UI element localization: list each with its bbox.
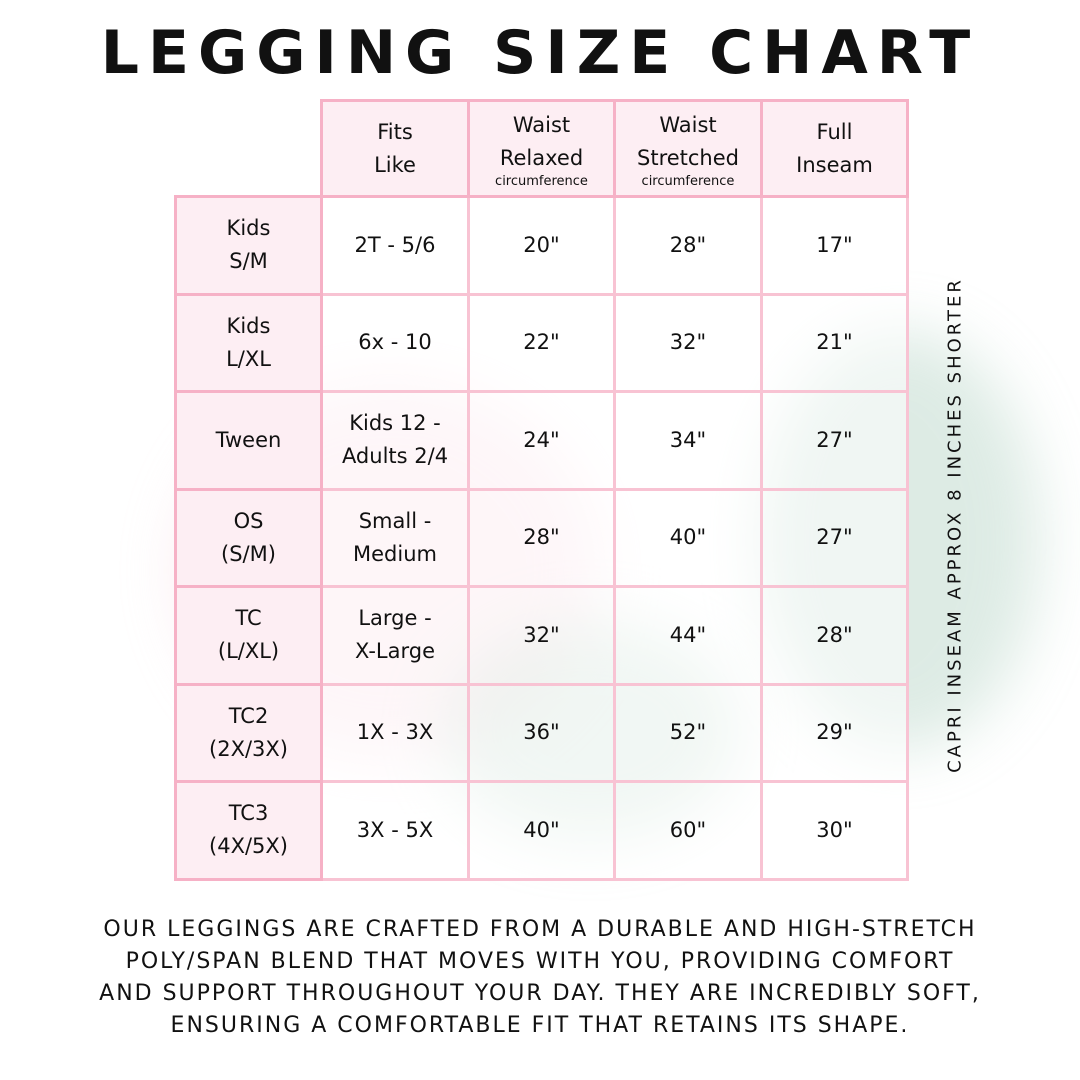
fits-like-cell: Small - Medium [320, 487, 470, 588]
relaxed-cell: 28" [467, 487, 616, 588]
inseam-cell: 17" [760, 195, 909, 296]
relaxed-cell: 40" [467, 780, 616, 881]
stretched-cell: 32" [613, 292, 763, 393]
fits-like-text: Kids 12 - [349, 411, 441, 436]
fits-like-text: Small - [358, 508, 432, 533]
fits-like-cell: 3X - 5X [320, 780, 470, 881]
page-title: LEGGING SIZE CHART [100, 18, 980, 88]
header-text: Inseam [796, 152, 873, 177]
table-row: Kids S/M 2T - 5/6 20" 28" 17" [174, 195, 909, 296]
inseam-cell: 30" [760, 780, 909, 881]
fits-like-cell: Kids 12 - Adults 2/4 [320, 390, 470, 491]
inseam-cell: 27" [760, 487, 909, 588]
table-row: TC3 (4X/5X) 3X - 5X 40" 60" 30" [174, 780, 909, 881]
fits-like-text: 3X - 5X [356, 817, 434, 842]
header-subtext: circumference [495, 173, 588, 189]
column-header: Full Inseam [760, 99, 909, 198]
size-label: TC2 (2X/3X) [174, 682, 323, 783]
size-label-text: OS [233, 508, 264, 533]
relaxed-cell: 22" [467, 292, 616, 393]
fits-like-text: Adults 2/4 [341, 444, 449, 469]
table-row: TC (L/XL) Large - X-Large 32" 44" 28" [174, 585, 909, 686]
stretched-cell: 52" [613, 682, 763, 783]
table-row: Kids L/XL 6x - 10 22" 32" 21" [174, 292, 909, 393]
size-label-text: (2X/3X) [209, 736, 288, 761]
relaxed-cell: 36" [467, 682, 616, 783]
column-header: Waist Stretched circumference [613, 99, 763, 198]
fits-like-cell: 1X - 3X [320, 682, 470, 783]
fits-like-text: Medium [353, 541, 437, 566]
description-line: POLY/SPAN BLEND THAT MOVES WITH YOU, PRO… [125, 949, 955, 974]
size-label-text: S/M [229, 249, 268, 274]
size-label-text: Kids [226, 216, 271, 241]
size-label-text: (4X/5X) [209, 834, 288, 859]
stretched-cell: 34" [613, 390, 763, 491]
fits-like-cell: Large - X-Large [320, 585, 470, 686]
size-label: OS (S/M) [174, 487, 323, 588]
stretched-cell: 44" [613, 585, 763, 686]
fits-like-text: 6x - 10 [358, 330, 432, 355]
fits-like-text: 1X - 3X [356, 720, 434, 745]
size-label: Kids L/XL [174, 292, 323, 393]
column-header: Fits Like [320, 99, 470, 198]
header-text: Fits [377, 119, 413, 144]
size-table: Fits Like Waist Relaxed circumference Waist St… [174, 99, 909, 881]
capri-note: CAPRI INSEAM APPROX 8 INCHES SHORTER [944, 277, 966, 773]
stretched-cell: 40" [613, 487, 763, 588]
header-text: Full [816, 119, 853, 144]
size-label-text: TC2 [228, 703, 269, 728]
header-text: Waist [512, 112, 571, 137]
size-label-text: TC3 [228, 801, 269, 826]
inseam-cell: 27" [760, 390, 909, 491]
size-label: Tween [174, 390, 323, 491]
size-label-text: Tween [215, 427, 282, 452]
header-text: Relaxed [499, 145, 584, 170]
fits-like-cell: 6x - 10 [320, 292, 470, 393]
inseam-cell: 29" [760, 682, 909, 783]
relaxed-cell: 32" [467, 585, 616, 686]
description-line: ENSURING A COMFORTABLE FIT THAT RETAINS … [170, 1013, 910, 1038]
size-label-text: L/XL [226, 346, 271, 371]
table-row: OS (S/M) Small - Medium 28" 40" 27" [174, 487, 909, 588]
size-label: TC3 (4X/5X) [174, 780, 323, 881]
table-row: Tween Kids 12 - Adults 2/4 24" 34" 27" [174, 390, 909, 491]
stretched-cell: 60" [613, 780, 763, 881]
size-label-text: (L/XL) [217, 639, 280, 664]
size-label-text: TC [235, 606, 262, 631]
size-label: TC (L/XL) [174, 585, 323, 686]
header-text: Stretched [637, 145, 739, 170]
fits-like-text: X-Large [354, 639, 435, 664]
relaxed-cell: 20" [467, 195, 616, 296]
size-label-text: Kids [226, 313, 271, 338]
fits-like-cell: 2T - 5/6 [320, 195, 470, 296]
description-line: AND SUPPORT THROUGHOUT YOUR DAY. THEY AR… [99, 981, 981, 1006]
description: OUR LEGGINGS ARE CRAFTED FROM A DURABLE … [0, 914, 1080, 1042]
inseam-cell: 28" [760, 585, 909, 686]
fits-like-text: Large - [358, 606, 432, 631]
size-label: Kids S/M [174, 195, 323, 296]
relaxed-cell: 24" [467, 390, 616, 491]
stretched-cell: 28" [613, 195, 763, 296]
header-row: Fits Like Waist Relaxed circumference Waist St… [176, 99, 909, 198]
size-label-text: (S/M) [221, 541, 276, 566]
header-text: Like [374, 152, 416, 177]
header-subtext: circumference [641, 173, 735, 189]
table-row: TC2 (2X/3X) 1X - 3X 36" 52" 29" [174, 682, 909, 783]
header-text: Waist [659, 112, 717, 137]
fits-like-text: 2T - 5/6 [354, 232, 436, 257]
description-line: OUR LEGGINGS ARE CRAFTED FROM A DURABLE … [103, 917, 977, 942]
inseam-cell: 21" [760, 292, 909, 393]
corner-cell [176, 101, 322, 197]
column-header: Waist Relaxed circumference [467, 99, 616, 198]
